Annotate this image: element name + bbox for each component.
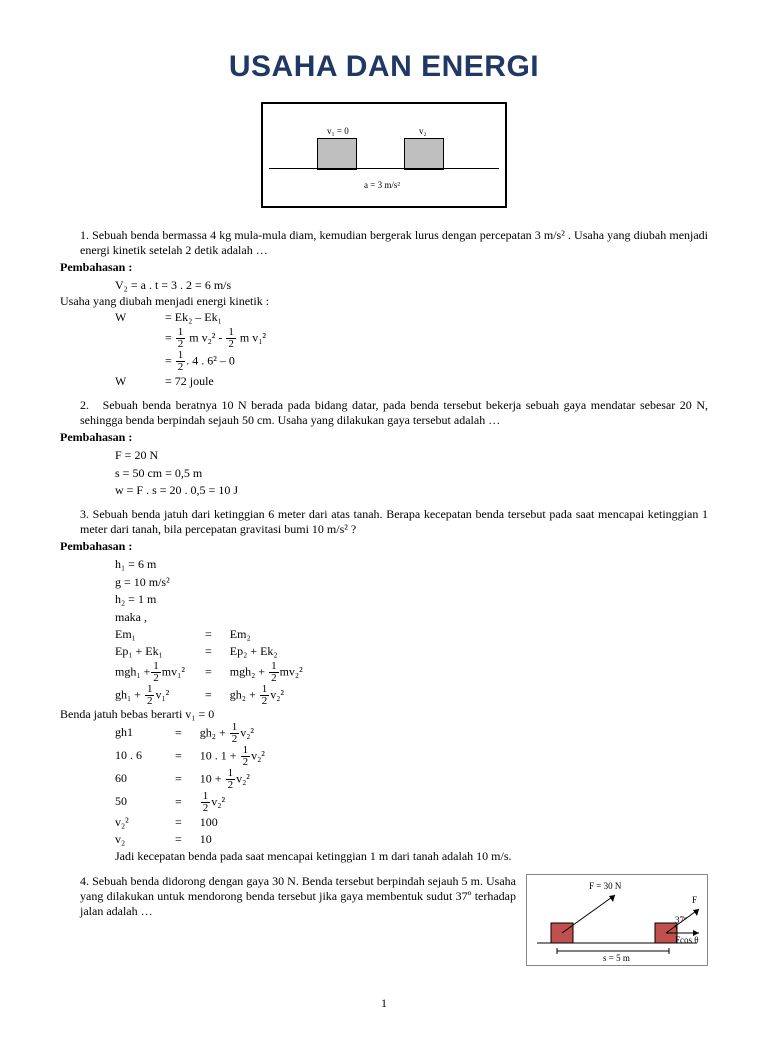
q2-pembahasan-label: Pembahasan :: [60, 430, 708, 445]
q3-number: 3.: [80, 507, 89, 521]
q3-text: Sebuah benda jatuh dari ketinggian 6 met…: [80, 507, 708, 536]
figure-2: F = 30 N F 37º Fcos θ s = 5 m: [526, 874, 708, 966]
fig1-block-left: [317, 138, 357, 170]
q1-number: 1.: [80, 228, 89, 242]
q1-derivation: W= Ek₂ – Ek₁ = 12 m v₂² - 12 m v₁² = 12.…: [115, 309, 708, 390]
page-number: 1: [60, 996, 708, 1011]
fig1-accel-label: a = 3 m/s²: [364, 180, 400, 190]
q3-work-2: gh1= gh₂ + 12v₂² 10 . 6= 10 . 1 + 12v₂² …: [115, 722, 708, 866]
question-1: 1. Sebuah benda bermassa 4 kg mula-mula …: [80, 228, 708, 258]
fig2-angle-label: 37º: [675, 915, 687, 925]
q1-pembahasan-label: Pembahasan :: [60, 260, 708, 275]
fig2-fcos-label: Fcos θ: [675, 935, 699, 945]
q2-work: F = 20 N s = 50 cm = 0,5 m w = F . s = 2…: [115, 447, 708, 499]
q3-pembahasan-label: Pembahasan :: [60, 539, 708, 554]
q2-text: Sebuah benda beratnya 10 N berada pada b…: [80, 398, 708, 427]
q4-text: Sebuah benda didorong dengan gaya 30 N. …: [80, 874, 516, 918]
fig1-ground-line: [269, 168, 499, 169]
q3-work: h₁ = 6 m g = 10 m/s² h₂ = 1 m maka , Em₁…: [115, 556, 708, 706]
q3-answer: Jadi kecepatan benda pada saat mencapai …: [115, 848, 708, 865]
fig1-block-right: [404, 138, 444, 170]
question-2: 2. Sebuah benda beratnya 10 N berada pad…: [80, 398, 708, 428]
question-4: F = 30 N F 37º Fcos θ s = 5 m 4. Sebuah …: [80, 874, 708, 919]
page-title: USAHA DAN ENERGI: [60, 50, 708, 84]
fig1-v1-label: v₁ = 0: [327, 126, 349, 136]
q3-freefall-note: Benda jatuh bebas berarti v₁ = 0: [60, 707, 708, 722]
fig2-force-label: F = 30 N: [589, 881, 621, 891]
q1-line-1: V₂ = a . t = 3 . 2 = 6 m/s: [115, 277, 708, 294]
question-3: 3. Sebuah benda jatuh dari ketinggian 6 …: [80, 507, 708, 537]
q2-number: 2.: [80, 398, 89, 412]
q1-work: V₂ = a . t = 3 . 2 = 6 m/s: [115, 277, 708, 294]
fig2-s-label: s = 5 m: [603, 953, 630, 963]
figure-1: v₁ = 0 v₂ a = 3 m/s²: [261, 102, 507, 208]
fig2-f-symbol: F: [692, 895, 697, 905]
q1-text: Sebuah benda bermassa 4 kg mula-mula dia…: [80, 228, 708, 257]
q4-number: 4.: [80, 874, 89, 888]
q1-line-2: Usaha yang diubah menjadi energi kinetik…: [60, 294, 708, 309]
fig1-v2-label: v₂: [419, 126, 427, 136]
